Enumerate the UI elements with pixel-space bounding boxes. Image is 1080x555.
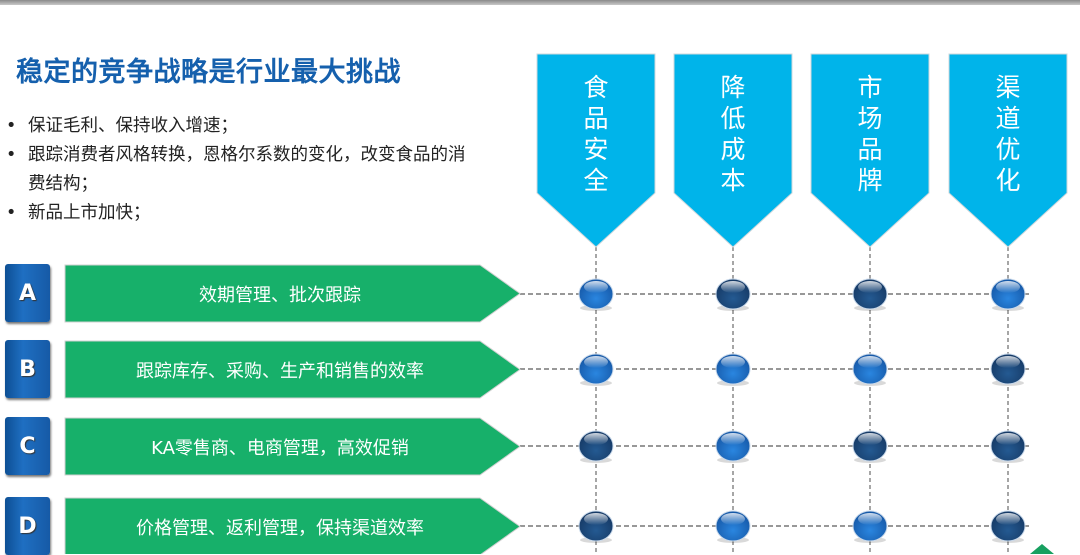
row-label: KA零售商、电商管理，高效促销 <box>151 437 409 459</box>
corner-decoration <box>1030 544 1054 554</box>
row-badge: D <box>5 497 50 555</box>
column-pennant <box>673 53 793 248</box>
column-pennant <box>536 53 656 248</box>
dot-highlight <box>721 356 745 368</box>
row-arrow <box>64 340 521 399</box>
dot-highlight <box>584 513 608 525</box>
row-badge: A <box>5 264 50 322</box>
column-pennant <box>810 53 930 248</box>
bullet-item: 新品上市加快； <box>6 199 476 228</box>
top-bar <box>0 0 1080 5</box>
dot-highlight <box>858 513 882 525</box>
column-label: 降低成本 <box>720 73 746 195</box>
bullet-item: 跟踪消费者风格转换，恩格尔系数的变化，改变食品的消费结构； <box>6 141 476 199</box>
row-label: 价格管理、返利管理，保持渠道效率 <box>136 517 424 539</box>
page-title: 稳定的竞争战略是行业最大挑战 <box>16 57 401 88</box>
dot-highlight <box>721 513 745 525</box>
row-arrow <box>64 417 521 476</box>
row-label: 跟踪库存、采购、生产和销售的效率 <box>136 360 424 382</box>
row-arrow <box>64 497 521 554</box>
column-pennant <box>948 53 1068 248</box>
dot-highlight <box>996 356 1020 368</box>
row-arrow <box>64 264 521 323</box>
row-badge: C <box>5 417 50 475</box>
bullet-list: 保证毛利、保持收入增速； 跟踪消费者风格转换，恩格尔系数的变化，改变食品的消费结… <box>6 112 476 228</box>
bullet-item: 保证毛利、保持收入增速； <box>6 112 476 141</box>
dot-highlight <box>996 513 1020 525</box>
row-badge: B <box>5 340 50 398</box>
dot-highlight <box>584 433 608 445</box>
column-label: 市场品牌 <box>857 73 883 195</box>
dot-highlight <box>996 281 1020 293</box>
column-label: 食品安全 <box>583 73 609 195</box>
dot-highlight <box>858 356 882 368</box>
row-label: 效期管理、批次跟踪 <box>199 284 361 306</box>
dot-highlight <box>858 281 882 293</box>
column-label: 渠道优化 <box>995 73 1021 195</box>
dot-highlight <box>858 433 882 445</box>
dot-highlight <box>584 356 608 368</box>
dot-highlight <box>721 433 745 445</box>
dot-highlight <box>721 281 745 293</box>
dot-highlight <box>996 433 1020 445</box>
dot-highlight <box>584 281 608 293</box>
